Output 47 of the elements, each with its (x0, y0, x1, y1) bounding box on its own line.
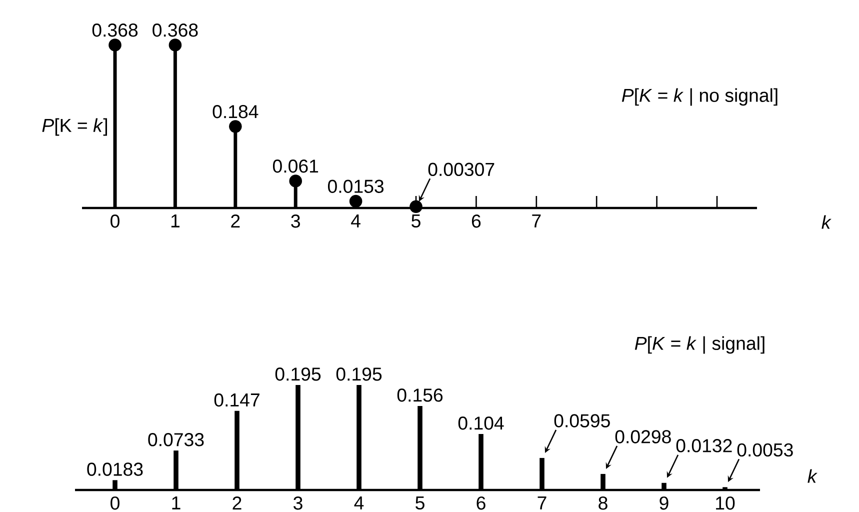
x-tick-label: 5 (416, 496, 424, 510)
data-label: 0.0595 (554, 414, 610, 428)
x-tick-label: 2 (232, 496, 242, 510)
x-tick-label: 0 (110, 214, 120, 228)
x-axis-title: k (822, 215, 832, 229)
data-label: 0.184 (212, 105, 258, 118)
data-label: 0.0733 (148, 433, 204, 446)
point (108, 38, 122, 52)
x-axis-title: k (808, 469, 818, 483)
data-label: 0.104 (458, 416, 504, 430)
point (229, 120, 242, 133)
x-tick-label: 9 (660, 496, 668, 510)
x-tick-label: 4 (354, 496, 364, 510)
data-label: 0.368 (92, 24, 138, 37)
chart-title: P[K = k | signal] (634, 336, 764, 354)
data-label: 0.368 (152, 24, 198, 37)
x-tick-label: 3 (294, 496, 302, 510)
data-label: 0.156 (397, 388, 443, 402)
data-label: 0.0053 (737, 443, 793, 457)
x-tick-label: 1 (171, 214, 180, 228)
data-label: 0.0132 (676, 439, 732, 452)
x-tick-label: 2 (231, 214, 240, 228)
point (349, 194, 362, 208)
y-axis-title: P[K = k] (42, 118, 107, 136)
x-tick-label: 4 (351, 214, 360, 228)
x-tick-label: 1 (172, 496, 180, 510)
data-label: 0.195 (336, 368, 382, 381)
text: P[K = k | no signal] (622, 88, 778, 106)
x-tick-label: 3 (291, 214, 300, 228)
x-tick-label: 7 (538, 496, 546, 510)
data-label: 0.061 (272, 159, 318, 173)
data-label: 0.0183 (87, 462, 143, 476)
data-label: 0.0298 (615, 430, 671, 444)
point (168, 38, 182, 52)
x-tick-label: 8 (598, 496, 608, 510)
data-label: 0.00307 (428, 162, 494, 176)
data-label: 0.0153 (328, 180, 384, 193)
point (289, 174, 302, 188)
x-tick-label: 6 (476, 496, 486, 510)
data-label: 0.195 (275, 368, 321, 381)
data-label: 0.147 (214, 393, 260, 407)
x-tick-label: 5 (412, 214, 420, 228)
x-tick-label: 7 (532, 214, 541, 228)
x-tick-label: 10 (716, 496, 735, 510)
x-tick-label: 6 (472, 214, 481, 228)
point (410, 200, 422, 214)
x-tick-label: 0 (110, 496, 120, 510)
